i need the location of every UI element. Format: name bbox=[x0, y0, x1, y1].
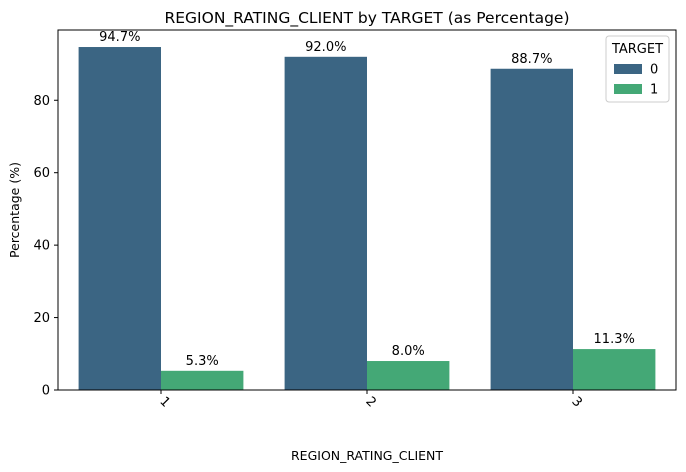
legend-label: 0 bbox=[650, 63, 658, 78]
y-tick-label: 40 bbox=[33, 239, 50, 254]
x-tick-label: 1 bbox=[156, 394, 172, 410]
bar-value-label: 88.7% bbox=[511, 52, 552, 67]
y-tick-label: 20 bbox=[33, 311, 50, 326]
legend-swatch-0 bbox=[614, 64, 642, 74]
bar-target-0-cat-1 bbox=[78, 47, 161, 391]
bar-value-label: 5.3% bbox=[186, 354, 219, 369]
legend-swatch-1 bbox=[614, 84, 642, 94]
plot-frame bbox=[57, 29, 677, 391]
bar-target-1-cat-3 bbox=[573, 349, 656, 390]
bar-value-label: 92.0% bbox=[305, 40, 346, 55]
bar-labels-group: 94.7% 92.0% 88.7% 5.3% 8.0% 11.3% bbox=[99, 30, 635, 369]
bar-value-label: 11.3% bbox=[594, 332, 635, 347]
bar-target-0-cat-2 bbox=[284, 56, 367, 390]
x-tick-label: 3 bbox=[568, 394, 584, 410]
x-axis-title: REGION_RATING_CLIENT bbox=[291, 448, 443, 463]
x-tick-label: 2 bbox=[362, 394, 378, 410]
legend: TARGET 0 1 bbox=[605, 35, 670, 103]
y-axis: 0 20 40 60 80 bbox=[33, 94, 58, 399]
legend-title: TARGET bbox=[611, 42, 663, 57]
y-tick-label: 60 bbox=[33, 166, 50, 181]
bar-target-1-cat-1 bbox=[161, 370, 244, 390]
y-tick-label: 80 bbox=[33, 94, 50, 109]
bar-target-1-cat-2 bbox=[367, 361, 450, 390]
x-axis: 1 2 3 bbox=[156, 390, 585, 411]
bar-value-label: 8.0% bbox=[392, 344, 425, 359]
chart-title: REGION_RATING_CLIENT by TARGET (as Perce… bbox=[164, 9, 569, 28]
bars-group bbox=[78, 47, 656, 391]
bar-value-label: 94.7% bbox=[99, 30, 140, 45]
bar-target-0-cat-3 bbox=[490, 68, 573, 391]
y-axis-title: Percentage (%) bbox=[7, 162, 22, 258]
y-tick-label: 0 bbox=[42, 384, 50, 399]
legend-label: 1 bbox=[650, 83, 658, 98]
